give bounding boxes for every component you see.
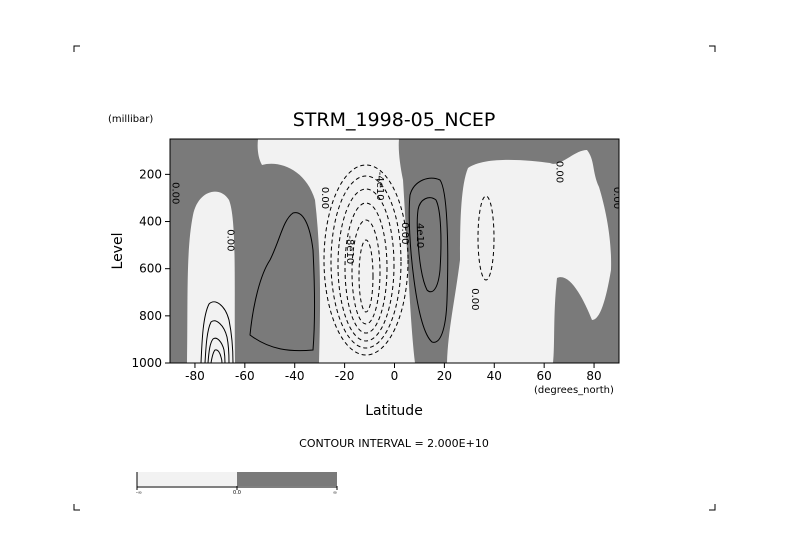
contour-label: 4e10 (414, 223, 425, 248)
colorbar: -∞ 0.0 ∞ (136, 472, 338, 496)
x-tick-label: -60 (235, 369, 255, 383)
y-axis-ticks: 200 400 600 800 1000 (131, 167, 170, 370)
negative-region-southern (187, 191, 235, 363)
contour-label: 0.00 (319, 187, 330, 209)
contour-label: 0.00 (169, 182, 180, 204)
contour-interval: CONTOUR INTERVAL = 2.000E+10 (299, 437, 489, 450)
negative-region-tropical (257, 139, 415, 363)
negative-region-northern (447, 150, 612, 363)
crop-marks (73, 45, 716, 511)
x-tick-label: -20 (335, 369, 355, 383)
x-axis-label: Latitude (365, 403, 423, 419)
negative-contours (323, 164, 495, 356)
contour-label: 0.00 (554, 161, 565, 183)
y-tick-label: 200 (139, 167, 162, 181)
x-unit: (degrees_north) (534, 385, 614, 396)
chart-title: STRM_1998-05_NCEP (293, 109, 496, 131)
positive-contours (200, 177, 449, 363)
colorbar-negative-swatch (137, 472, 237, 486)
y-tick-label: 600 (139, 262, 162, 276)
x-tick-label: 20 (437, 369, 452, 383)
contour-label: -4e10 (374, 172, 385, 201)
x-tick-label: -80 (185, 369, 205, 383)
contour-label: 0.00 (469, 288, 480, 310)
contour-label: -8e10 (344, 235, 355, 264)
colorbar-positive-swatch (237, 472, 337, 486)
x-tick-label: 80 (586, 369, 601, 383)
contour-label: 0.00 (224, 229, 235, 251)
plot-area: 0.00 0.00 0.00 -8e10 -4e10 0.00 4e10 0.00 0.00 0.… (169, 139, 622, 363)
y-tick-label: 1000 (131, 356, 162, 370)
y-tick-label: 400 (139, 215, 162, 229)
contour-label: 0.00 (611, 187, 622, 209)
x-tick-label: -40 (285, 369, 305, 383)
x-tick-label: 0 (391, 369, 399, 383)
colorbar-label-zero: 0.0 (233, 490, 241, 496)
y-unit: (millibar) (108, 114, 153, 125)
x-axis-ticks: -80 -60 -40 -20 0 20 40 60 80 (185, 363, 602, 383)
contour-label: 0.00 (399, 222, 410, 244)
contour-labels: 0.00 0.00 0.00 -8e10 -4e10 0.00 4e10 0.00 0.00 0.… (169, 161, 622, 311)
x-tick-label: 40 (487, 369, 502, 383)
colorbar-label-min: -∞ (136, 490, 142, 496)
y-tick-label: 800 (139, 309, 162, 323)
y-axis-label: Level (110, 233, 126, 270)
colorbar-label-max: ∞ (333, 490, 337, 496)
x-tick-label: 60 (537, 369, 552, 383)
